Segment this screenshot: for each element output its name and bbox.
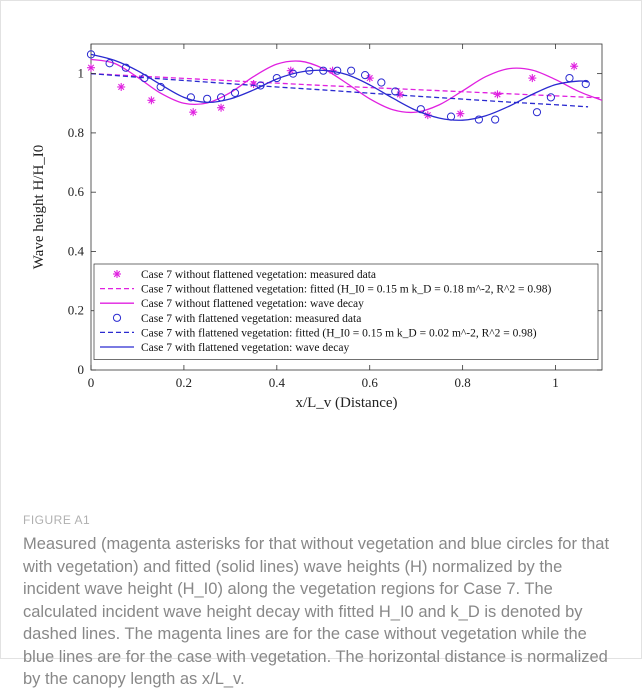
asterisk-stroke xyxy=(190,108,197,116)
x-tick-label: 0.4 xyxy=(269,375,286,390)
legend-entry: Case 7 with flattened vegetation: wave d… xyxy=(141,342,349,354)
asterisk-stroke xyxy=(570,63,578,70)
x-tick-label: 1 xyxy=(552,375,559,390)
legend-entry: Case 7 without flattened vegetation: fit… xyxy=(141,284,551,296)
data-point xyxy=(147,96,156,105)
data-point xyxy=(532,108,542,117)
asterisk-stroke xyxy=(494,91,501,98)
y-tick-label: 0.4 xyxy=(68,243,85,258)
series-1 xyxy=(90,72,603,99)
legend: Case 7 without flattened vegetation: mea… xyxy=(93,263,599,360)
series-3 xyxy=(86,50,590,124)
y-tick-label: 0.6 xyxy=(68,184,85,199)
data-point xyxy=(333,66,342,75)
y-tick-label: 1 xyxy=(78,66,85,81)
data-point xyxy=(528,74,537,83)
plot-frame xyxy=(90,43,603,371)
wave-height-chart: 0 0.2 0.4 0.6 0.8 1 0 0.2 0.4 0.6 0.8 1 x/L_v (Dist… xyxy=(31,43,603,411)
legend-entry: Case 7 with flattened vegetation: measur… xyxy=(141,313,361,325)
data-point xyxy=(493,90,502,99)
data-point xyxy=(288,69,298,78)
y-tick-label: 0.8 xyxy=(68,125,84,140)
legend-entry: Case 7 with flattened vegetation: fitted… xyxy=(141,327,537,339)
asterisk-stroke xyxy=(396,91,404,98)
legend-symbol xyxy=(112,313,122,322)
legend-box xyxy=(93,263,599,360)
figure-caption: Measured (magenta asterisks for that wit… xyxy=(23,535,610,688)
data-point xyxy=(186,93,195,102)
data-point xyxy=(474,115,483,124)
data-point xyxy=(581,79,590,89)
x-tick-label: 0.2 xyxy=(176,375,192,390)
x-tick-label: 0.6 xyxy=(362,375,379,390)
x-tick-label: 0.8 xyxy=(455,375,471,390)
data-point xyxy=(87,63,95,72)
data-point xyxy=(546,93,556,102)
x-tick-label: 0 xyxy=(88,375,95,390)
asterisk-stroke xyxy=(366,74,373,82)
y-tick-label: 0.2 xyxy=(68,303,84,318)
fitted-dashed-line xyxy=(90,72,603,99)
data-point xyxy=(121,63,130,72)
fitted-dashed-line xyxy=(90,72,589,108)
legend-entry: Case 7 without flattened vegetation: wav… xyxy=(141,298,364,310)
asterisk-stroke xyxy=(118,83,125,91)
legend-circle xyxy=(112,313,122,322)
wave-decay-line xyxy=(90,53,589,121)
data-point xyxy=(456,109,465,118)
legend-entry: Case 7 without flattened vegetation: mea… xyxy=(141,269,376,281)
series-4 xyxy=(90,72,589,108)
legend-asterisk xyxy=(113,270,121,278)
y-axis-title: Wave height H/H_I0 xyxy=(31,145,47,270)
legend-symbol xyxy=(113,270,121,278)
x-axis-title: x/L_v (Distance) xyxy=(295,395,397,411)
data-point xyxy=(395,90,404,99)
data-point xyxy=(105,59,114,68)
data-point xyxy=(347,66,356,75)
asterisk-stroke xyxy=(457,110,464,117)
data-point xyxy=(565,73,574,83)
data-point xyxy=(249,80,258,89)
wave-decay-line xyxy=(90,58,603,114)
data-point xyxy=(491,115,500,124)
data-point xyxy=(117,82,126,91)
asterisk-stroke xyxy=(217,104,225,111)
data-point xyxy=(377,78,386,87)
y-tick-label: 0 xyxy=(78,362,85,377)
data-point xyxy=(86,50,96,59)
data-point xyxy=(230,88,240,98)
plot-border xyxy=(90,43,603,371)
data-point xyxy=(189,108,198,117)
asterisk-stroke xyxy=(87,64,95,71)
asterisk-stroke xyxy=(529,74,536,82)
series-layer xyxy=(86,50,603,124)
ticks-layer: 0 0.2 0.4 0.6 0.8 1 0 0.2 0.4 0.6 0.8 1 xyxy=(68,44,602,390)
data-point xyxy=(203,94,212,103)
data-point xyxy=(217,103,226,112)
data-point xyxy=(570,62,579,71)
data-point xyxy=(360,71,370,80)
figure-label: FIGURE A1 xyxy=(23,513,91,527)
asterisk-stroke xyxy=(113,270,121,278)
series-2 xyxy=(90,58,603,114)
asterisk-stroke xyxy=(148,97,155,104)
series-5 xyxy=(90,53,589,121)
